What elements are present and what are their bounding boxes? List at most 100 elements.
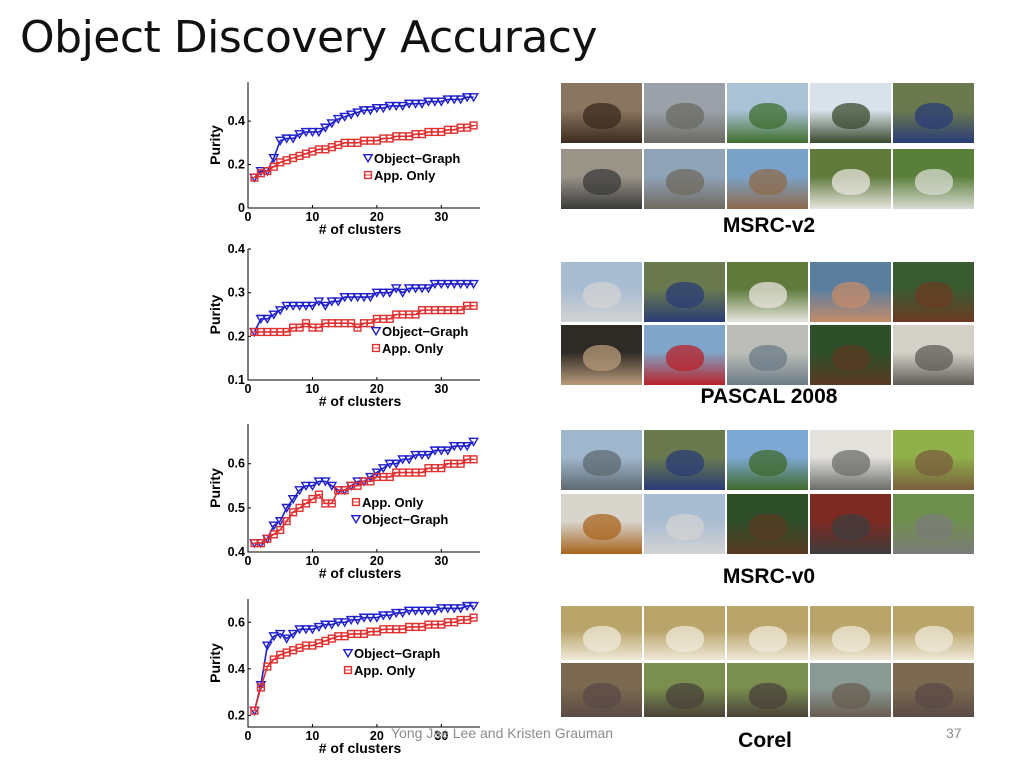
data-point-object-graph (294, 301, 305, 311)
chart-pascal-2008: 0 10 20 30 0.1 0.2 0.3 0.4 # of clusters Purity Ob… (202, 243, 492, 413)
data-point-object-graph (287, 134, 299, 144)
data-point-object-graph (468, 437, 479, 447)
data-point-object-graph (410, 99, 421, 109)
data-point-object-graph (313, 622, 325, 633)
x-axis-label: # of clusters (319, 740, 402, 756)
data-point-object-graph (300, 481, 312, 491)
y-tick-label: 0.4 (228, 243, 245, 256)
photo-subject (915, 514, 953, 540)
legend: Object−Graph App. Only (370, 324, 468, 356)
data-point-object-graph (410, 606, 421, 616)
photo-thumbnail-cottage (893, 149, 974, 209)
photo-subject (583, 169, 621, 195)
y-axis-label: Purity (207, 125, 223, 165)
photo-thumbnail-house-lawn (727, 83, 808, 143)
data-point-object-graph (274, 629, 286, 640)
legend-label: App. Only (382, 341, 444, 356)
data-point-object-graph (358, 613, 370, 623)
photo-subject (666, 514, 704, 540)
chart-svg: 0 10 20 30 0.2 0.4 0.6 # of clusters Purity Objec… (207, 599, 480, 756)
data-point-object-graph (274, 306, 286, 316)
data-point-object-graph (255, 314, 267, 325)
data-point-object-graph (281, 301, 293, 311)
data-point-object-graph (371, 468, 383, 478)
y-axis-label: Purity (207, 468, 223, 508)
data-point-object-graph (461, 279, 473, 290)
data-point-object-graph (352, 615, 363, 626)
photo-subject (749, 169, 787, 195)
data-point-object-graph (365, 613, 376, 623)
data-point-object-graph (332, 114, 344, 125)
page-number: 37 (946, 725, 962, 741)
photo-subject (832, 282, 870, 308)
data-point-object-graph (255, 167, 267, 177)
photo-thumbnail-trees (727, 430, 808, 490)
data-point-object-graph (455, 279, 467, 290)
photo-subject (666, 345, 704, 371)
data-point-object-graph (416, 450, 428, 461)
data-point-object-graph (358, 106, 370, 116)
y-tick-label: 0.6 (228, 615, 245, 629)
photo-subject (749, 626, 787, 652)
data-point-object-graph (377, 464, 389, 474)
x-tick-label: 0 (245, 554, 252, 568)
photo-thumbnail-hippos (810, 663, 891, 717)
y-tick-label: 0.6 (228, 457, 245, 471)
legend-label: Object−Graph (374, 151, 460, 166)
x-tick-label: 30 (434, 729, 448, 743)
data-point-object-graph (281, 503, 293, 514)
data-point-object-graph (345, 292, 357, 303)
legend-marker (362, 153, 374, 164)
legend-marker (350, 514, 362, 525)
legend-label: App. Only (362, 495, 424, 510)
data-point-object-graph (268, 632, 280, 642)
data-point-object-graph (261, 641, 273, 651)
y-tick-label: 0.2 (228, 158, 245, 172)
photo-subject (832, 626, 870, 652)
photo-thumbnail-tree (810, 83, 891, 143)
data-point-app-only (282, 327, 291, 337)
data-point-object-graph (455, 95, 467, 105)
data-point-object-graph (403, 284, 415, 294)
data-point-object-graph (319, 620, 331, 630)
y-axis-label: Purity (207, 294, 223, 334)
data-point-object-graph (448, 442, 460, 452)
data-point-object-graph (371, 288, 383, 298)
chart-svg: 0 10 20 30 0.1 0.2 0.3 0.4 # of clusters Purity Ob… (207, 243, 480, 409)
data-point-object-graph (455, 442, 467, 452)
x-tick-label: 10 (305, 554, 319, 568)
data-point-object-graph (468, 601, 479, 612)
y-tick-label: 0.2 (228, 708, 245, 722)
photo-subject (915, 169, 953, 195)
data-point-object-graph (435, 279, 447, 290)
data-point-object-graph (287, 629, 299, 640)
data-point-object-graph (294, 486, 305, 496)
data-point-object-graph (423, 97, 434, 107)
photo-subject (832, 514, 870, 540)
data-point-object-graph (319, 301, 331, 311)
data-point-object-graph (300, 301, 312, 311)
legend-label: Object−Graph (354, 646, 440, 661)
y-tick-label: 0.3 (228, 286, 245, 300)
x-tick-label: 10 (305, 382, 319, 396)
photo-thumbnail-building (561, 430, 642, 490)
photo-subject (832, 103, 870, 129)
data-point-object-graph (403, 606, 415, 616)
data-point-object-graph (313, 297, 325, 307)
data-point-object-graph (326, 620, 338, 630)
chart-svg: 0 10 20 30 0 0.2 0.4 # of clusters Purity Object−… (207, 82, 480, 237)
data-point-object-graph (448, 95, 460, 105)
data-point-object-graph (307, 127, 318, 138)
data-point-object-graph (461, 601, 473, 612)
data-point-object-graph (313, 127, 325, 138)
photo-thumbnail-rhino (727, 663, 808, 717)
y-tick-label: 0.4 (228, 662, 245, 676)
data-point-object-graph (339, 618, 351, 628)
data-point-object-graph (429, 446, 441, 456)
data-point-object-graph (442, 446, 454, 456)
data-point-object-graph (307, 625, 318, 635)
data-point-object-graph (390, 284, 402, 294)
data-point-object-graph (390, 608, 402, 619)
photo-subject (666, 103, 704, 129)
data-point-object-graph (468, 93, 479, 103)
